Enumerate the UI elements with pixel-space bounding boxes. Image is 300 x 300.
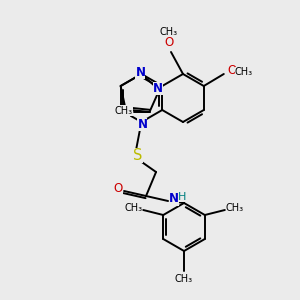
- Text: N: N: [153, 82, 163, 94]
- Text: CH₃: CH₃: [114, 106, 133, 116]
- Text: N: N: [135, 65, 146, 79]
- Text: O: O: [164, 37, 174, 50]
- Text: N: N: [120, 105, 130, 118]
- Text: CH₃: CH₃: [124, 203, 142, 213]
- Text: N: N: [169, 193, 179, 206]
- Text: CH₃: CH₃: [235, 67, 253, 77]
- Text: CH₃: CH₃: [175, 274, 193, 284]
- Text: CH₃: CH₃: [226, 203, 244, 213]
- Text: N: N: [137, 118, 147, 130]
- Text: O: O: [227, 64, 236, 77]
- Text: O: O: [113, 182, 123, 196]
- Text: S: S: [134, 148, 143, 163]
- Text: H: H: [178, 192, 186, 202]
- Text: CH₃: CH₃: [160, 27, 178, 37]
